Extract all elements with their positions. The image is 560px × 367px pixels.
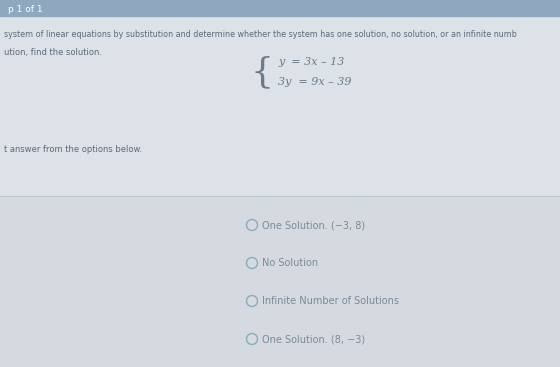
Text: {: { — [250, 55, 273, 89]
Text: t answer from the options below.: t answer from the options below. — [4, 145, 142, 154]
Text: No Solution: No Solution — [262, 258, 318, 268]
Text: p 1 of 1: p 1 of 1 — [8, 6, 43, 15]
Bar — [0, 0, 560, 16]
Text: Infinite Number of Solutions: Infinite Number of Solutions — [262, 296, 399, 306]
Text: y  = 3x – 13: y = 3x – 13 — [278, 57, 344, 67]
Text: 3y  = 9x – 39: 3y = 9x – 39 — [278, 77, 352, 87]
Bar — [0, 16, 560, 196]
Text: One Solution. (−3, 8): One Solution. (−3, 8) — [262, 220, 365, 230]
Text: system of linear equations by substitution and determine whether the system has : system of linear equations by substituti… — [4, 30, 517, 39]
Text: One Solution. (8, −3): One Solution. (8, −3) — [262, 334, 365, 344]
Bar — [0, 196, 560, 367]
Text: ution, find the solution.: ution, find the solution. — [4, 48, 102, 57]
